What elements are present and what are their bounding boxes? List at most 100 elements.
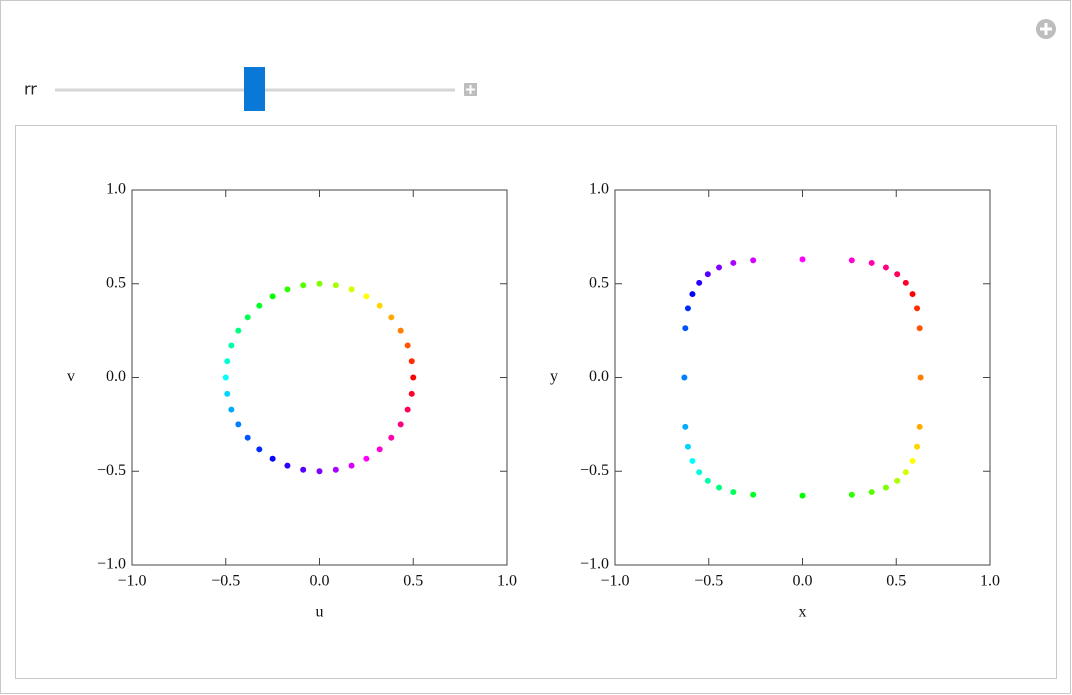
point bbox=[235, 421, 242, 428]
y-tick-label: 1.0 bbox=[106, 181, 126, 198]
y-tick-label: −0.5 bbox=[97, 462, 126, 479]
slider-expand[interactable] bbox=[464, 83, 477, 96]
x-tick-label: −1.0 bbox=[600, 573, 629, 590]
point bbox=[348, 462, 355, 469]
point bbox=[902, 279, 909, 286]
point bbox=[244, 434, 251, 441]
point bbox=[696, 279, 703, 286]
point bbox=[404, 342, 411, 349]
point bbox=[914, 305, 921, 312]
point bbox=[914, 443, 921, 450]
y-tick-label: 0.5 bbox=[589, 274, 609, 291]
point bbox=[917, 374, 924, 381]
point bbox=[916, 423, 923, 430]
point bbox=[300, 466, 307, 473]
point bbox=[256, 446, 263, 453]
point bbox=[316, 468, 323, 475]
point bbox=[704, 271, 711, 278]
x-tick-label: 0.5 bbox=[403, 573, 423, 590]
point bbox=[363, 455, 370, 462]
point bbox=[681, 374, 688, 381]
point bbox=[332, 466, 339, 473]
point bbox=[894, 271, 901, 278]
y-tick-label: 1.0 bbox=[589, 181, 609, 198]
point bbox=[848, 257, 855, 264]
x-tick-label: 1.0 bbox=[980, 573, 1000, 590]
output-frame bbox=[15, 125, 1057, 679]
point bbox=[397, 421, 404, 428]
y-tick-label: 0.5 bbox=[106, 274, 126, 291]
point bbox=[222, 374, 229, 381]
point bbox=[410, 374, 417, 381]
point bbox=[269, 293, 276, 300]
slider-label: rr bbox=[24, 80, 37, 99]
point bbox=[730, 489, 737, 496]
point bbox=[228, 342, 235, 349]
x-tick-label: 0.5 bbox=[886, 573, 906, 590]
x-axis-label: x bbox=[799, 604, 807, 621]
point bbox=[388, 314, 395, 321]
point bbox=[408, 358, 415, 365]
point bbox=[376, 302, 383, 309]
x-tick-label: −1.0 bbox=[117, 573, 146, 590]
point bbox=[716, 264, 723, 271]
add-button[interactable] bbox=[1036, 19, 1056, 39]
point bbox=[689, 457, 696, 464]
point bbox=[684, 443, 691, 450]
point bbox=[224, 390, 231, 397]
point bbox=[224, 358, 231, 365]
y-axis-label: v bbox=[67, 368, 75, 385]
point bbox=[348, 286, 355, 293]
y-axis-label: y bbox=[550, 368, 558, 385]
x-tick-label: −0.5 bbox=[211, 573, 240, 590]
y-tick-label: 0.0 bbox=[589, 368, 609, 385]
x-axis-label: u bbox=[316, 604, 324, 621]
point bbox=[244, 314, 251, 321]
point bbox=[300, 282, 307, 289]
point bbox=[750, 491, 757, 498]
point bbox=[269, 455, 276, 462]
point bbox=[256, 302, 263, 309]
point bbox=[916, 325, 923, 332]
point bbox=[316, 280, 323, 287]
point bbox=[682, 423, 689, 430]
point bbox=[848, 491, 855, 498]
point bbox=[716, 484, 723, 491]
point bbox=[902, 469, 909, 476]
point bbox=[730, 259, 737, 266]
point bbox=[684, 305, 691, 312]
y-tick-label: −1.0 bbox=[580, 556, 609, 573]
point bbox=[332, 282, 339, 289]
y-tick-label: −0.5 bbox=[580, 462, 609, 479]
point bbox=[868, 489, 875, 496]
point bbox=[704, 477, 711, 484]
x-tick-label: −0.5 bbox=[694, 573, 723, 590]
expand-v bbox=[469, 85, 472, 94]
x-tick-label: 0.0 bbox=[310, 573, 330, 590]
point bbox=[696, 469, 703, 476]
point bbox=[376, 446, 383, 453]
point bbox=[397, 327, 404, 334]
x-tick-label: 0.0 bbox=[793, 573, 813, 590]
slider-thumb[interactable] bbox=[244, 67, 265, 111]
x-tick-label: 1.0 bbox=[497, 573, 517, 590]
y-tick-label: 0.0 bbox=[106, 368, 126, 385]
point bbox=[882, 264, 889, 271]
point bbox=[894, 477, 901, 484]
point bbox=[284, 286, 291, 293]
point bbox=[750, 257, 757, 264]
point bbox=[868, 259, 875, 266]
point bbox=[682, 325, 689, 332]
y-tick-label: −1.0 bbox=[97, 556, 126, 573]
point bbox=[284, 462, 291, 469]
point bbox=[909, 457, 916, 464]
point bbox=[882, 484, 889, 491]
point bbox=[235, 327, 242, 334]
point bbox=[408, 390, 415, 397]
point bbox=[689, 291, 696, 298]
point bbox=[799, 256, 806, 263]
point bbox=[799, 492, 806, 499]
point bbox=[363, 293, 370, 300]
point bbox=[404, 406, 411, 413]
